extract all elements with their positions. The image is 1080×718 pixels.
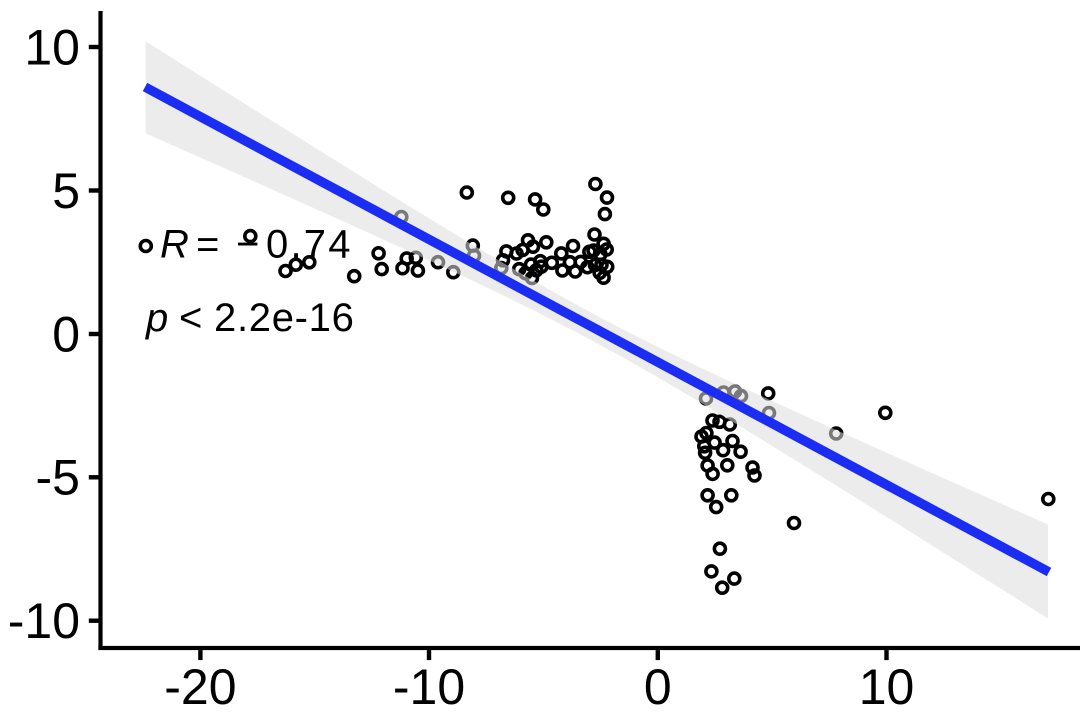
svg-text:5: 5 bbox=[52, 163, 80, 219]
svg-text:-20: -20 bbox=[164, 659, 236, 715]
svg-text:-10: -10 bbox=[393, 659, 465, 715]
svg-text:10: 10 bbox=[24, 19, 80, 75]
svg-text:p<2.2e-16: p <2.2e-16 bbox=[145, 296, 355, 340]
svg-text:0: 0 bbox=[52, 306, 80, 362]
svg-text:R=−0.74: R = −0.74 bbox=[160, 223, 353, 267]
svg-text:-5: -5 bbox=[36, 450, 80, 506]
svg-text:10: 10 bbox=[859, 659, 915, 715]
svg-text:0: 0 bbox=[644, 659, 672, 715]
svg-text:-10: -10 bbox=[8, 593, 80, 649]
